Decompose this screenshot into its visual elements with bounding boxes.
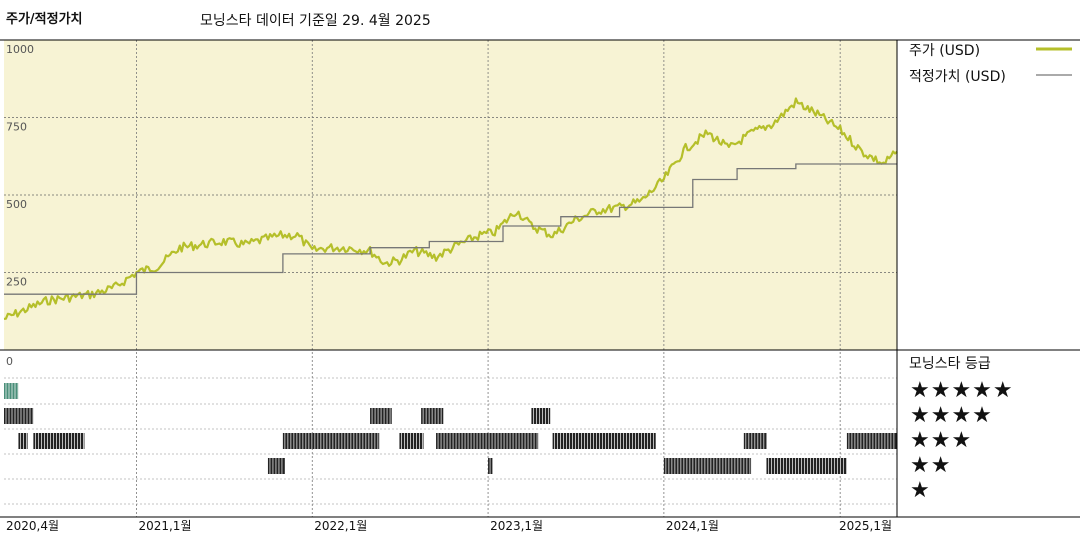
x-tick-label: 2025,1월 bbox=[839, 519, 892, 533]
chart-title: 주가/적정가치 bbox=[6, 12, 83, 27]
star-label-4: ★★★★ bbox=[910, 403, 993, 428]
legend-fair-label: 적정가치 (USD) bbox=[909, 69, 1006, 85]
rating-bar-4star bbox=[4, 408, 34, 424]
rating-bar-4star bbox=[531, 408, 551, 424]
price-line bbox=[3, 97, 898, 320]
x-tick-label: 2023,1월 bbox=[490, 519, 543, 533]
y-tick-label: 750 bbox=[6, 121, 27, 134]
axis-labels: 0 250 500 750 1000 2020,4월 2021,1월 2022,1월 2023,… bbox=[6, 43, 892, 533]
rating-bar-3star bbox=[399, 433, 424, 449]
star-label-5: ★★★★★ bbox=[910, 378, 1014, 403]
chart-subtitle: 모닝스타 데이터 기준일 29. 4월 2025 bbox=[200, 13, 431, 29]
rating-title: 모닝스타 등급 bbox=[909, 356, 991, 372]
star-label-3: ★★★ bbox=[910, 428, 973, 453]
y-tick-label: 1000 bbox=[6, 43, 34, 56]
rating-bar-2star bbox=[663, 458, 752, 474]
rating-bar-3star bbox=[552, 433, 656, 449]
x-tick-label: 2022,1월 bbox=[314, 519, 367, 533]
rating-bar-3star bbox=[18, 433, 28, 449]
rating-bars bbox=[4, 383, 898, 474]
legend-fair: 적정가치 (USD) bbox=[909, 66, 1006, 86]
rating-bar-3star bbox=[282, 433, 380, 449]
y-tick-label: 500 bbox=[6, 198, 27, 211]
legend-price-label: 주가 (USD) bbox=[909, 43, 981, 59]
star-label-2: ★★ bbox=[910, 453, 952, 478]
rating-bar-3star bbox=[436, 433, 539, 449]
rating-bar-2star bbox=[267, 458, 285, 474]
x-tick-label: 2020,4월 bbox=[6, 519, 59, 533]
y-tick-label: 0 bbox=[6, 355, 13, 368]
x-tick-label: 2021,1월 bbox=[138, 519, 191, 533]
chart-frame bbox=[0, 39, 1080, 518]
x-tick-label: 2024,1월 bbox=[666, 519, 719, 533]
series-group bbox=[3, 97, 898, 320]
fair-value-line bbox=[4, 163, 897, 295]
star-label-1: ★ bbox=[910, 478, 931, 503]
y-tick-label: 250 bbox=[6, 276, 27, 289]
legend-price: 주가 (USD) bbox=[909, 40, 980, 60]
rating-bar-3star bbox=[846, 433, 897, 449]
rating-bar-2star bbox=[766, 458, 847, 474]
